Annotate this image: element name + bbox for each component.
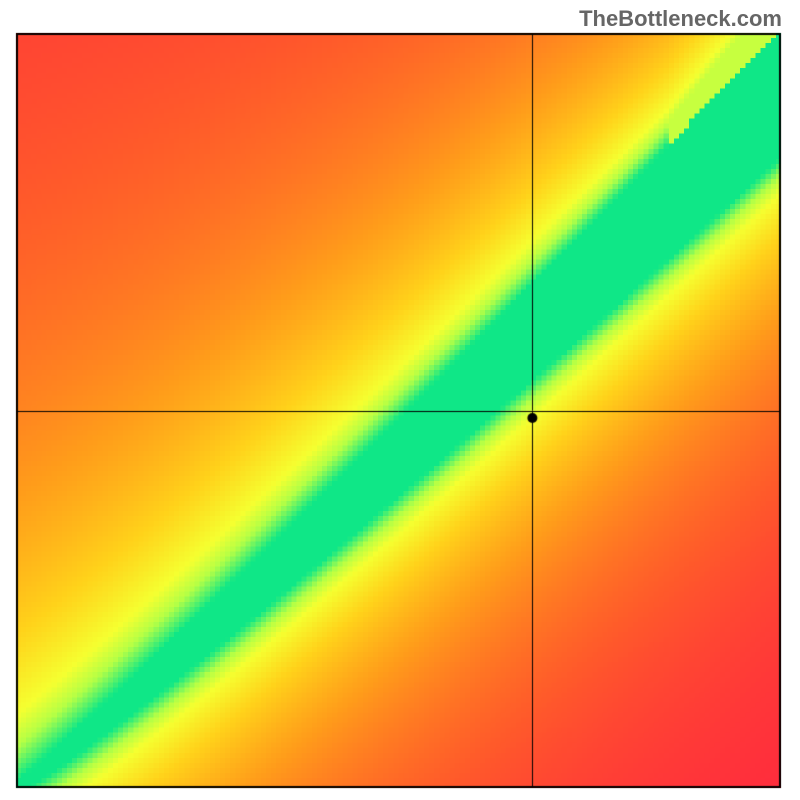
chart-container: TheBottleneck.com [0, 0, 800, 800]
watermark-label: TheBottleneck.com [579, 6, 782, 32]
bottleneck-heatmap [16, 33, 781, 788]
